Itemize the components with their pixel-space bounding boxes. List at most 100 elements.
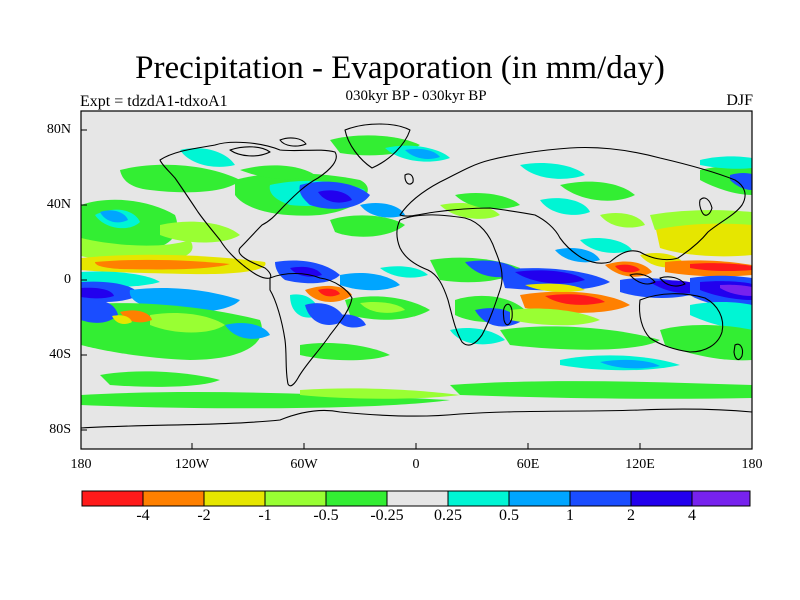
field-patch bbox=[81, 299, 118, 323]
field-patch bbox=[600, 213, 645, 228]
colorbar bbox=[81, 490, 751, 507]
lon-label-60e: 60E bbox=[516, 457, 540, 472]
field-patch bbox=[360, 301, 405, 313]
indonesia-coast bbox=[629, 273, 686, 287]
north-america-coast bbox=[159, 141, 337, 279]
field-patch bbox=[150, 313, 225, 333]
field-patch bbox=[318, 190, 352, 203]
madagascar-coast bbox=[502, 303, 513, 326]
field-patch bbox=[340, 273, 400, 291]
field-patch bbox=[380, 266, 428, 278]
colorbar-label: 1 bbox=[566, 507, 574, 524]
field-patch bbox=[660, 325, 752, 361]
season-label: DJF bbox=[726, 92, 753, 109]
field-patch bbox=[180, 148, 235, 167]
colorbar-label: -1 bbox=[258, 507, 272, 524]
eurasia-coast bbox=[399, 146, 746, 264]
field-patch bbox=[450, 328, 505, 345]
precip-field bbox=[81, 111, 752, 449]
lon-label-180w: 180 bbox=[70, 457, 92, 472]
field-patch bbox=[100, 371, 220, 387]
colorbar-label: 0.25 bbox=[434, 507, 462, 524]
field-patch bbox=[330, 215, 405, 237]
field-patch bbox=[120, 164, 240, 193]
lon-label-120e: 120E bbox=[625, 457, 655, 472]
field-patch bbox=[650, 210, 752, 230]
field-patch bbox=[318, 288, 340, 297]
lat-label-80n: 80N bbox=[46, 122, 71, 137]
colorbar-swatch bbox=[691, 490, 751, 507]
colorbar-label: -0.5 bbox=[313, 507, 339, 524]
colorbar-label: -4 bbox=[136, 507, 150, 524]
field-patch bbox=[360, 203, 405, 218]
field-patch bbox=[720, 284, 752, 296]
africa-coast bbox=[396, 214, 503, 346]
lon-label-60w: 60W bbox=[290, 457, 318, 472]
field-patch bbox=[580, 238, 632, 253]
field-patch bbox=[240, 165, 315, 180]
field-patch bbox=[450, 381, 752, 399]
field-patch bbox=[300, 343, 390, 361]
australia-coast bbox=[638, 293, 724, 353]
field-patch bbox=[100, 210, 128, 223]
field-patch bbox=[700, 156, 752, 169]
field-patch bbox=[81, 287, 114, 299]
field-patch bbox=[730, 173, 752, 190]
lon-label-120w: 120W bbox=[174, 457, 210, 472]
colorbar-swatch bbox=[447, 490, 510, 507]
colorbar-swatch bbox=[81, 490, 144, 507]
colorbar-swatch bbox=[386, 490, 449, 507]
lon-label-180e: 180 bbox=[741, 457, 763, 472]
new-zealand-coast bbox=[733, 343, 744, 361]
map-title: Precipitation - Evaporation (in mm/day) bbox=[135, 50, 665, 86]
colorbar-swatch bbox=[630, 490, 693, 507]
axis-ticks bbox=[81, 129, 641, 449]
field-patch bbox=[520, 163, 585, 179]
colorbar-swatch bbox=[569, 490, 632, 507]
colorbar-label: -2 bbox=[197, 507, 211, 524]
field-patch bbox=[615, 264, 640, 273]
lat-label-80s: 80S bbox=[49, 422, 71, 437]
greenland-coast bbox=[344, 123, 411, 169]
arctic-islands-coast bbox=[229, 137, 307, 157]
field-patch bbox=[290, 266, 322, 277]
colorbar-label: 4 bbox=[688, 507, 696, 524]
field-patch bbox=[540, 198, 590, 215]
field-patch bbox=[690, 263, 752, 272]
colorbar-label: -0.25 bbox=[370, 507, 404, 524]
field-patch bbox=[525, 283, 585, 293]
lat-label-0: 0 bbox=[64, 272, 71, 287]
colorbar-swatch bbox=[203, 490, 266, 507]
experiment-label: Expt = tdzdA1-tdxoA1 bbox=[80, 93, 228, 110]
lon-label-0: 0 bbox=[412, 457, 420, 472]
field-patch bbox=[455, 193, 520, 209]
colorbar-label: 2 bbox=[627, 507, 635, 524]
field-patch bbox=[560, 181, 635, 201]
japan-coast bbox=[699, 197, 713, 216]
lat-label-40s: 40S bbox=[49, 347, 71, 362]
colorbar-label: 0.5 bbox=[499, 507, 519, 524]
field-patch bbox=[300, 388, 460, 399]
field-patch bbox=[545, 294, 605, 305]
antarctica-coast bbox=[80, 408, 753, 429]
coastlines bbox=[80, 123, 753, 429]
field-patch bbox=[500, 326, 660, 350]
field-patch bbox=[160, 221, 240, 243]
field-patch bbox=[112, 315, 132, 324]
map-subtitle: 030kyr BP - 030kyr BP bbox=[345, 88, 487, 104]
colorbar-swatch bbox=[325, 490, 388, 507]
south-america-coast bbox=[269, 272, 353, 387]
colorbar-swatch bbox=[264, 490, 327, 507]
field-patch bbox=[305, 303, 345, 325]
field-patch bbox=[515, 270, 585, 284]
field-patch bbox=[475, 308, 520, 327]
field-patch bbox=[225, 323, 270, 339]
colorbar-swatch bbox=[508, 490, 571, 507]
field-patch bbox=[600, 359, 660, 369]
lat-label-40n: 40N bbox=[46, 197, 71, 212]
british-isles-coast bbox=[404, 173, 414, 185]
colorbar-swatch bbox=[142, 490, 205, 507]
field-patch bbox=[95, 259, 230, 270]
field-patch bbox=[510, 308, 600, 326]
